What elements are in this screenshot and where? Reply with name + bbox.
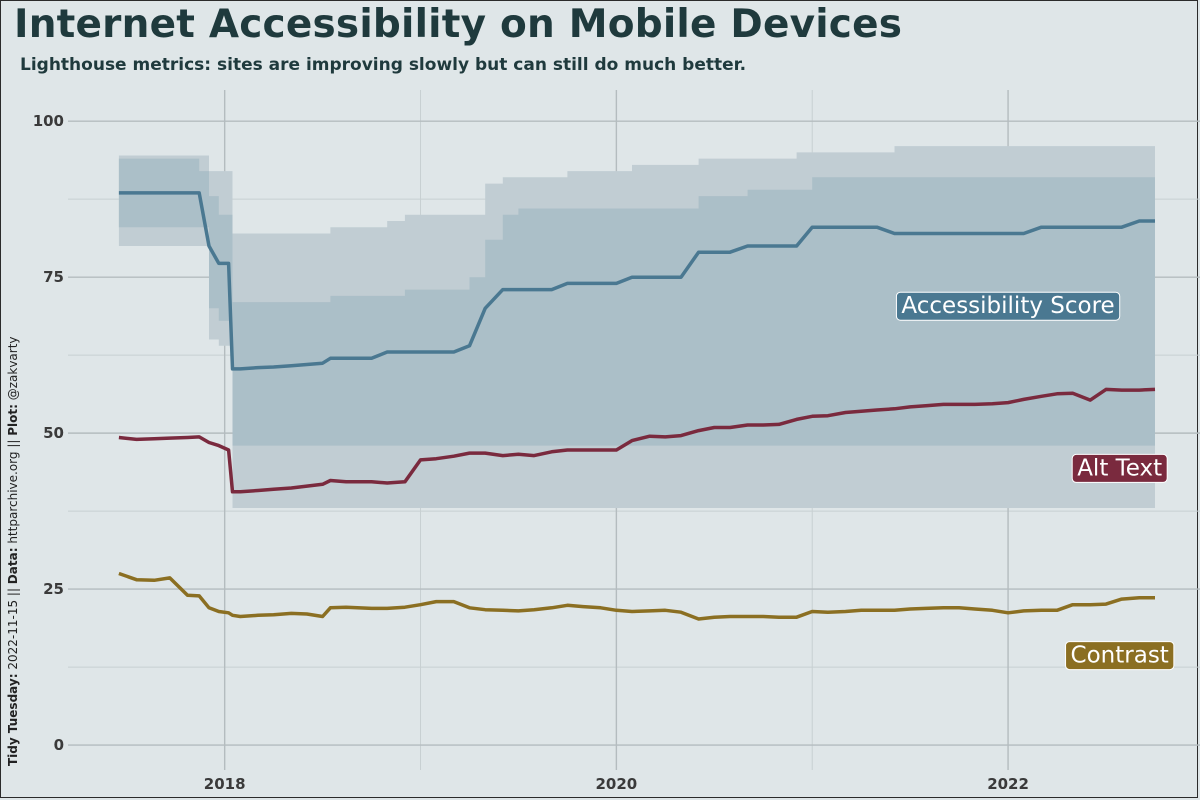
alt-text-line	[118, 387, 1156, 494]
y-tick-label: 50	[43, 424, 64, 442]
x-tick-label: 2020	[595, 775, 637, 793]
contrast-label: Contrast	[1065, 641, 1175, 671]
alt-text-label-box	[1071, 453, 1168, 483]
alt-text-label-text: Alt Text	[1077, 455, 1162, 481]
accessibility-score-line	[118, 191, 1155, 371]
contrast-label-text: Contrast	[1071, 643, 1169, 669]
contrast-label-box	[1065, 641, 1175, 671]
accessibility-score-label-box	[895, 291, 1121, 321]
x-tick-label: 2018	[204, 775, 246, 793]
accessibility-score-label: Accessibility Score	[895, 291, 1121, 321]
chart-title: Internet Accessibility on Mobile Devices	[14, 2, 903, 47]
chart-subtitle: Lighthouse metrics: sites are improving …	[20, 55, 747, 75]
contrast-line	[118, 571, 1155, 621]
y-tick-label: 75	[43, 268, 64, 286]
accessibility-p25-p75-band	[118, 158, 1155, 446]
accessibility-score-label-text: Accessibility Score	[901, 293, 1114, 319]
alt-text-label: Alt Text	[1071, 453, 1168, 483]
y-tick-label: 0	[54, 736, 64, 754]
y-tick-label: 25	[43, 580, 64, 598]
x-tick-label: 2022	[987, 775, 1029, 793]
y-tick-label: 100	[33, 112, 64, 130]
